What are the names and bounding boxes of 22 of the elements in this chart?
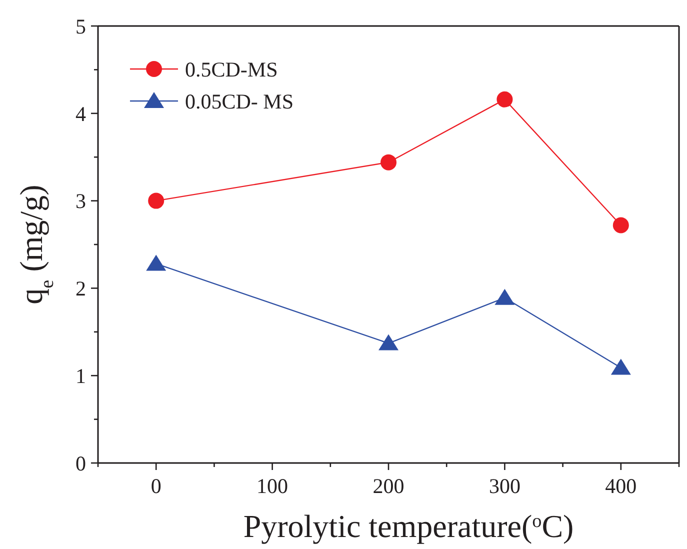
point xyxy=(148,192,164,209)
point xyxy=(496,91,513,108)
point xyxy=(380,154,396,170)
y-tick-label: 1 xyxy=(76,364,86,388)
x-tick-label: 0 xyxy=(150,474,162,498)
y-tick-label: 0 xyxy=(76,451,86,476)
legend-label: 0.05CD- MS xyxy=(185,89,294,114)
x-tick-label: 200 xyxy=(372,474,404,498)
y-tick-label: 2 xyxy=(76,276,86,301)
point xyxy=(610,358,631,375)
x-axis-title: Pyrolytic temperature($^{o}$C) xyxy=(243,508,574,544)
point xyxy=(378,334,398,350)
point xyxy=(612,217,629,234)
y-tick-label: 4 xyxy=(76,102,86,126)
x-tick-label: 400 xyxy=(605,474,637,498)
x-tick-label: 100 xyxy=(256,474,288,498)
x-tick-label: 300 xyxy=(488,474,520,498)
y-tick-label: 3 xyxy=(76,189,86,214)
y-tick-label: 5 xyxy=(76,14,86,38)
legend-label: 0.5CD-MS xyxy=(185,57,278,82)
point xyxy=(146,254,166,271)
point xyxy=(494,288,515,305)
